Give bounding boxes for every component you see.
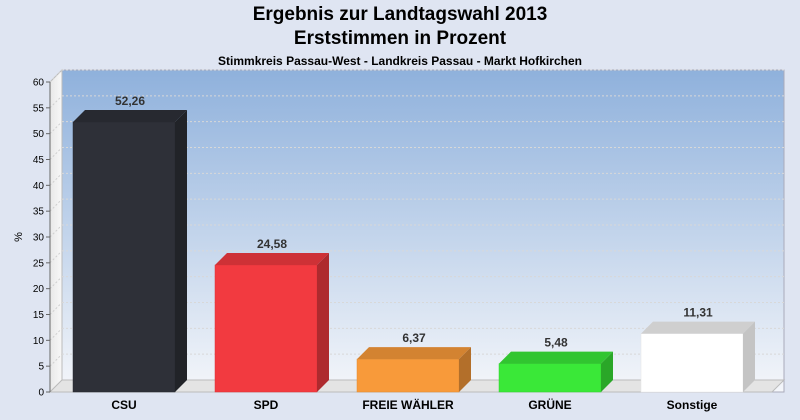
y-tick-label: 40 xyxy=(33,181,45,192)
data-label: 6,37 xyxy=(402,331,426,345)
bar: 11,31 xyxy=(640,306,755,393)
bar-side xyxy=(743,321,755,392)
y-tick-label: 15 xyxy=(33,310,45,321)
bar-side xyxy=(175,109,187,393)
y-tick-label: 5 xyxy=(38,362,44,373)
bar-top xyxy=(357,347,471,360)
y-tick-label: 55 xyxy=(33,103,45,114)
data-label: 11,31 xyxy=(683,306,713,320)
bar-front xyxy=(498,363,602,393)
data-label: 24,58 xyxy=(257,237,287,251)
gridline-side xyxy=(49,327,63,341)
chart-subtitle: Stimmkreis Passau-West - Landkreis Passa… xyxy=(218,54,582,68)
bar-front xyxy=(214,264,318,393)
x-tick-label: GRÜNE xyxy=(528,397,571,412)
gridline-side xyxy=(49,198,63,212)
bar-side xyxy=(317,253,329,392)
gridline-side xyxy=(49,302,63,315)
y-tick-label: 35 xyxy=(33,207,45,218)
y-tick-label: 20 xyxy=(33,284,45,295)
chart-title: Ergebnis zur Landtagswahl 2013 xyxy=(252,4,548,25)
x-tick-label: FREIE WÄHLER xyxy=(362,397,454,412)
bar-front xyxy=(72,121,176,393)
gridline-side xyxy=(49,353,63,367)
y-tick-label: 60 xyxy=(33,78,45,89)
bar-top xyxy=(73,109,187,122)
bar-front xyxy=(356,358,460,393)
gridline-side xyxy=(49,172,63,186)
y-tick-label: 30 xyxy=(33,233,45,244)
x-axis: CSU SPD FREIE WÄHLER GRÜNE Sonstige xyxy=(111,397,717,412)
y-tick-label: 45 xyxy=(33,155,45,166)
gridline-side xyxy=(49,95,63,109)
bar: 5,48 xyxy=(498,336,613,393)
bar-top xyxy=(641,321,755,334)
gridline-side xyxy=(49,147,63,160)
data-label: 52,26 xyxy=(115,94,145,108)
bar-top xyxy=(215,253,329,266)
y-tick-label: 50 xyxy=(33,129,45,140)
bar-side xyxy=(459,347,471,392)
x-tick-label: CSU xyxy=(111,398,136,412)
x-tick-label: SPD xyxy=(254,398,279,412)
bars: 52,26 24,58 6,37 5,48 11,31 xyxy=(72,94,755,393)
y-tick-label: 10 xyxy=(33,336,45,347)
bar-top xyxy=(499,351,613,364)
gridline-side xyxy=(49,276,63,290)
gridline-side xyxy=(49,69,63,83)
data-label: 5,48 xyxy=(544,336,568,350)
bar: 6,37 xyxy=(356,331,471,393)
bar: 24,58 xyxy=(214,237,329,393)
gridline-side xyxy=(49,121,63,135)
bar-front xyxy=(640,333,744,393)
y-tick-label: 25 xyxy=(33,258,45,269)
bar: 52,26 xyxy=(72,94,187,393)
y-axis-label: % xyxy=(13,232,25,242)
gridline-side xyxy=(49,224,63,238)
chart-title-second-line: Erststimmen in Prozent xyxy=(293,28,507,49)
y-axis: 0 5 10 15 20 25 30 35 40 45 50 55 60 xyxy=(33,78,51,399)
x-tick-label: Sonstige xyxy=(667,398,718,412)
gridline-side xyxy=(49,250,63,264)
y-tick-label: 0 xyxy=(38,388,44,399)
bar-side xyxy=(601,351,613,392)
